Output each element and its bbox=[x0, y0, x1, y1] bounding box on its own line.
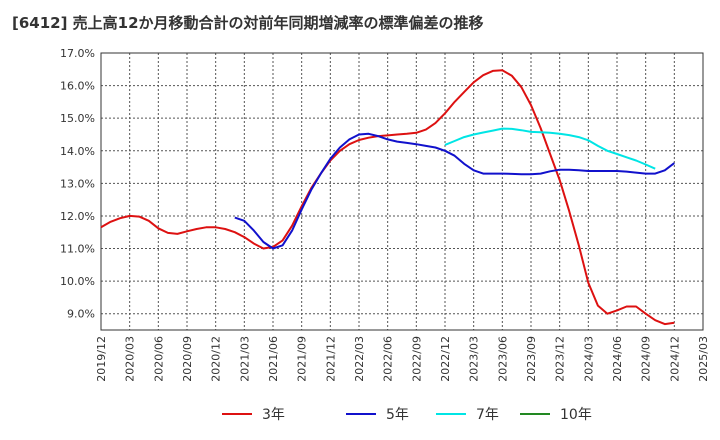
chart-title: [6412] 売上高12か月移動合計の対前年同期増減率の標準偏差の推移 bbox=[12, 14, 484, 32]
series-lines bbox=[100, 69, 675, 326]
y-tick-label: 12.0% bbox=[60, 210, 95, 223]
series-line-3年 bbox=[100, 69, 675, 326]
y-tick-label: 17.0% bbox=[60, 47, 95, 60]
x-tick-label: 2024/03 bbox=[582, 336, 595, 382]
y-tick-label: 9.0% bbox=[67, 308, 95, 321]
x-tick-label: 2020/12 bbox=[210, 336, 223, 382]
x-tick-label: 2021/03 bbox=[238, 336, 251, 382]
x-tick-label: 2024/12 bbox=[668, 336, 681, 382]
legend: 3年 5年 7年 10年 bbox=[222, 407, 592, 423]
grid bbox=[100, 52, 704, 330]
x-tick-label: 2021/09 bbox=[296, 336, 309, 382]
x-tick-label: 2022/09 bbox=[410, 336, 423, 382]
x-tick-label: 2021/12 bbox=[324, 336, 337, 382]
x-tick-label: 2024/09 bbox=[640, 336, 653, 382]
plot-area bbox=[100, 52, 704, 331]
x-tick-label: 2025/03 bbox=[697, 336, 710, 382]
legend-label: 10年 bbox=[560, 407, 592, 423]
x-tick-label: 2022/03 bbox=[353, 336, 366, 382]
x-tick-label: 2023/06 bbox=[496, 336, 509, 382]
legend-label: 3年 bbox=[262, 407, 285, 423]
x-tick-label: 2023/03 bbox=[468, 336, 481, 382]
x-tick-label: 2024/06 bbox=[611, 336, 624, 382]
x-tick-label: 2022/06 bbox=[382, 336, 395, 382]
x-tick-label: 2023/12 bbox=[554, 336, 567, 382]
x-tick-label: 2019/12 bbox=[95, 336, 108, 382]
x-tick-label: 2020/06 bbox=[152, 336, 165, 382]
y-tick-label: 14.0% bbox=[60, 145, 95, 158]
legend-label: 5年 bbox=[386, 407, 409, 423]
x-tick-label: 2023/09 bbox=[525, 336, 538, 382]
y-axis: 9.0% 10.0% 11.0% 12.0% 13.0% 14.0% 15.0% 16.0% 1… bbox=[60, 47, 95, 321]
y-tick-label: 15.0% bbox=[60, 112, 95, 125]
series-line-5年 bbox=[234, 132, 675, 250]
series-line-7年 bbox=[444, 127, 656, 170]
x-tick-label: 2020/03 bbox=[124, 336, 137, 382]
y-tick-label: 11.0% bbox=[60, 243, 95, 256]
x-tick-label: 2021/06 bbox=[267, 336, 280, 382]
x-tick-label: 2020/09 bbox=[181, 336, 194, 382]
legend-label: 7年 bbox=[476, 407, 499, 423]
y-tick-label: 16.0% bbox=[60, 80, 95, 93]
y-tick-label: 13.0% bbox=[60, 177, 95, 190]
x-axis: 2019/12 2020/03 2020/06 2020/09 2020/12 2021/… bbox=[95, 336, 710, 382]
x-tick-label: 2022/12 bbox=[439, 336, 452, 382]
y-tick-label: 10.0% bbox=[60, 275, 95, 288]
